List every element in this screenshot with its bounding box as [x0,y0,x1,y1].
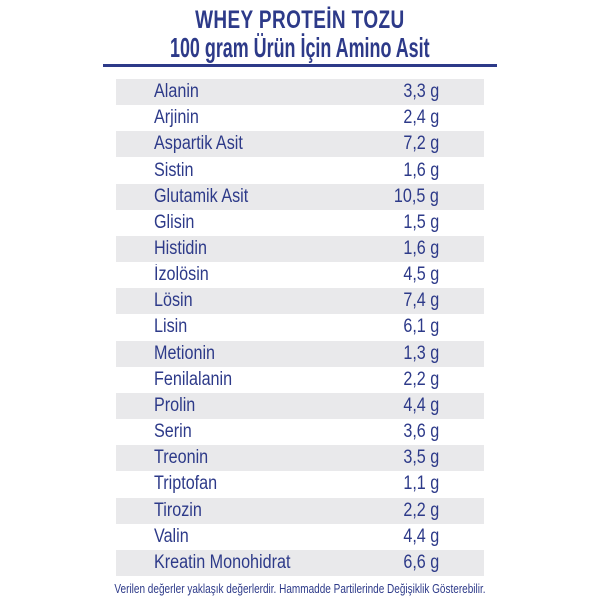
amino-amount: 4,5 g [403,264,439,286]
table-row: Sistin 1,6 g [116,157,484,184]
table-row: Triptofan 1,1 g [116,471,484,498]
amino-table: Alanin 3,3 g Arjinin 2,4 g Aspartik Asit… [116,79,484,576]
amino-name: Glisin [154,211,195,233]
amino-amount: 4,4 g [403,525,439,547]
table-row: Alanin 3,3 g [116,79,484,106]
amino-name: Lösin [154,290,193,312]
table-row: Fenilalanin 2,2 g [116,366,484,393]
table-row: İzolösin 4,5 g [116,262,484,289]
amino-amount: 1,6 g [403,159,439,181]
amino-name: Sistin [154,159,194,181]
table-row: Serin 3,6 g [116,419,484,446]
amino-amount: 6,1 g [403,316,439,338]
amino-name: Metionin [154,342,216,364]
title-divider [103,64,497,67]
amino-amount: 4,4 g [403,394,439,416]
amino-amount: 7,4 g [403,290,439,312]
amino-name: Serin [154,421,192,443]
amino-name: Prolin [154,394,196,416]
amino-name: Alanin [154,81,199,103]
amino-amount: 7,2 g [403,133,439,155]
amino-amount: 1,1 g [403,473,439,495]
amino-name: Aspartik Asit [154,133,243,155]
amino-name: Histidin [154,238,207,260]
amino-name: Triptofan [154,473,218,495]
amino-name: Fenilalanin [154,368,233,390]
table-row: Glutamik Asit 10,5 g [116,183,484,210]
amino-amount: 2,4 g [403,107,439,129]
amino-amount: 3,5 g [403,447,439,469]
amino-name: Valin [154,525,189,547]
table-row: Prolin 4,4 g [116,392,484,420]
page-title: WHEY PROTEİN TOZU [195,6,405,34]
amino-name: Tirozin [154,499,202,521]
table-row: Aspartik Asit 7,2 g [116,131,484,158]
amino-amount: 6,6 g [403,551,439,573]
table-row: Kreatin Monohidrat 6,6 g [116,549,484,576]
amino-amount: 3,6 g [403,421,439,443]
table-row: Glisin 1,5 g [116,209,484,236]
amino-name: Lisin [154,316,188,338]
table-row: Lösin 7,4 g [116,288,484,315]
table-row: Tirozin 2,2 g [116,497,484,524]
amino-amount: 10,5 g [394,185,439,207]
table-row: Histidin 1,6 g [116,235,484,263]
amino-name: Glutamik Asit [154,185,249,207]
amino-amount: 2,2 g [403,499,439,521]
amino-amount: 3,3 g [403,81,439,103]
amino-amount: 2,2 g [403,368,439,390]
amino-name: İzolösin [154,264,209,286]
footnote: Verilen değerler yaklaşık değerlerdir. H… [114,580,486,596]
table-row: Metionin 1,3 g [116,340,484,367]
table-row: Arjinin 2,4 g [116,105,484,132]
amino-name: Kreatin Monohidrat [154,551,291,573]
label-header: WHEY PROTEİN TOZU 100 gram Ürün İçin Ami… [0,0,600,67]
amino-name: Treonin [154,447,209,469]
amino-amount: 1,6 g [403,238,439,260]
table-row: Valin 4,4 g [116,523,484,550]
table-row: Lisin 6,1 g [116,314,484,341]
table-row: Treonin 3,5 g [116,445,484,472]
page-subtitle: 100 gram Ürün İçin Amino Asit [170,32,430,63]
amino-amount: 1,5 g [403,211,439,233]
amino-name: Arjinin [154,107,199,129]
amino-amount: 1,3 g [403,342,439,364]
